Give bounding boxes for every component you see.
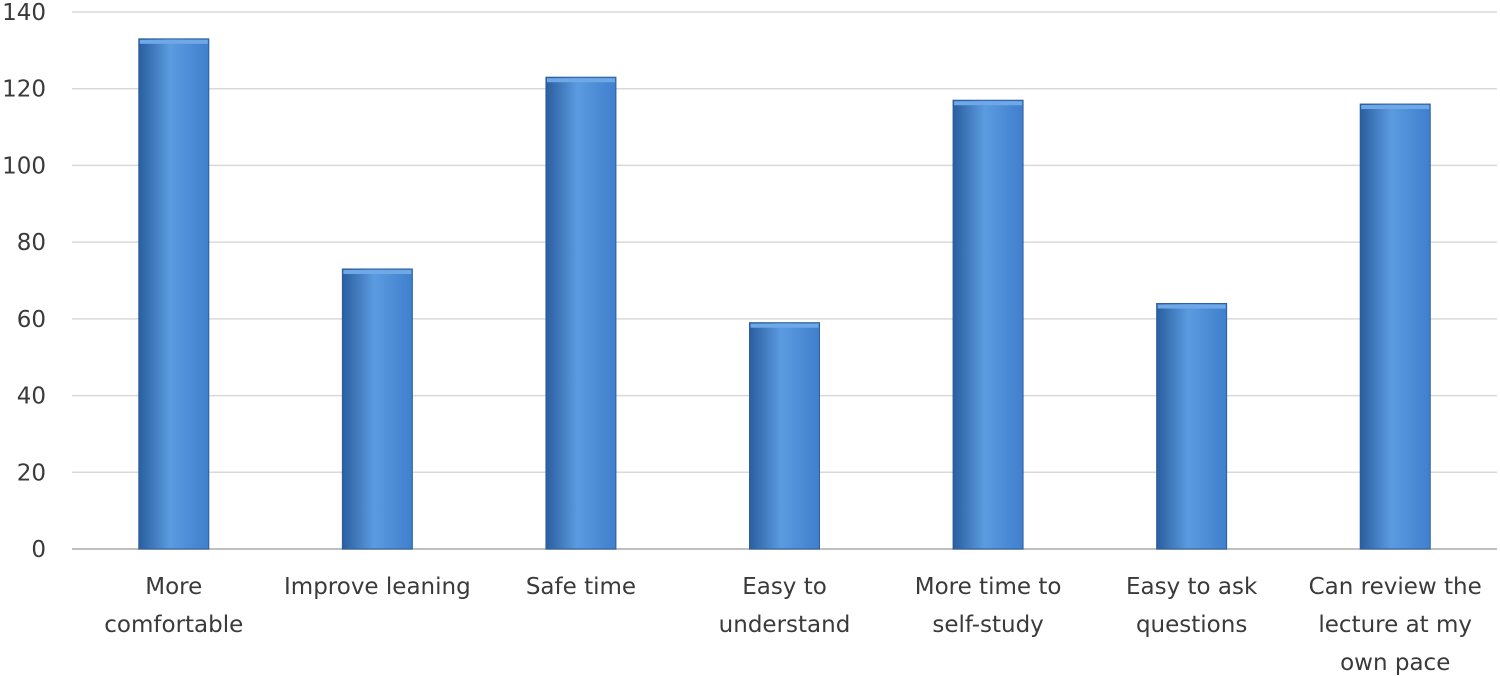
y-tick-label: 40 <box>17 384 46 410</box>
bar-top-highlight <box>546 78 615 83</box>
bar-body <box>749 322 820 550</box>
y-axis-tick-labels: 0 20 40 60 80 100 120 140 <box>2 0 46 563</box>
bar-top-highlight <box>954 101 1023 106</box>
y-tick-label: 0 <box>31 537 46 563</box>
bars <box>138 38 1431 550</box>
bar <box>1359 103 1431 550</box>
bar <box>749 322 820 550</box>
bar <box>341 268 413 550</box>
bar <box>952 99 1024 550</box>
bar-body <box>1359 103 1431 550</box>
bar-body <box>341 268 413 550</box>
x-category-label-line: Improve leaning <box>284 574 471 600</box>
x-category-label-line: understand <box>719 612 851 638</box>
x-axis-category-labels: More comfortable Improve leaning Safe time E… <box>104 574 1482 676</box>
x-category-label-line: Safe time <box>526 574 636 600</box>
y-tick-label: 120 <box>2 77 46 103</box>
x-category-label-line: Easy to <box>742 574 827 600</box>
x-category-label-line: questions <box>1136 612 1247 638</box>
y-tick-label: 20 <box>17 460 46 486</box>
bar-top-highlight <box>1361 105 1430 110</box>
x-category-label-line: self-study <box>932 612 1043 638</box>
x-category-label-line: More time to <box>915 574 1062 600</box>
x-category-label-line: own pace <box>1340 650 1450 676</box>
y-tick-label: 140 <box>2 0 46 26</box>
x-category-label: Improve leaning <box>284 574 471 600</box>
x-category-label-line: Can review the <box>1309 574 1482 600</box>
bar-body <box>1156 303 1228 550</box>
bar <box>138 38 210 550</box>
bar <box>545 76 617 550</box>
y-tick-label: 60 <box>17 307 46 333</box>
bar-body <box>138 38 210 550</box>
x-category-label-line: Easy to ask <box>1126 574 1258 600</box>
bar-body <box>952 99 1024 550</box>
bar-body <box>545 76 617 550</box>
bar <box>1156 303 1228 550</box>
bar-top-highlight <box>343 269 412 274</box>
y-tick-label: 100 <box>2 153 46 179</box>
x-category-label-line: More <box>145 574 202 600</box>
x-category-label: More time to self-study <box>915 574 1062 638</box>
x-category-label: More comfortable <box>104 574 243 638</box>
x-category-label: Easy to ask questions <box>1126 574 1258 638</box>
x-category-label: Easy to understand <box>719 574 851 638</box>
gridlines <box>72 11 1497 550</box>
x-category-label-line: comfortable <box>104 612 243 638</box>
x-category-label: Can review the lecture at my own pace <box>1309 574 1482 676</box>
y-tick-label: 80 <box>17 230 46 256</box>
bar-top-highlight <box>1157 304 1226 309</box>
bar-top-highlight <box>139 39 208 44</box>
x-category-label: Safe time <box>526 574 636 600</box>
bar-top-highlight <box>750 323 819 328</box>
x-category-label-line: lecture at my <box>1318 612 1472 638</box>
